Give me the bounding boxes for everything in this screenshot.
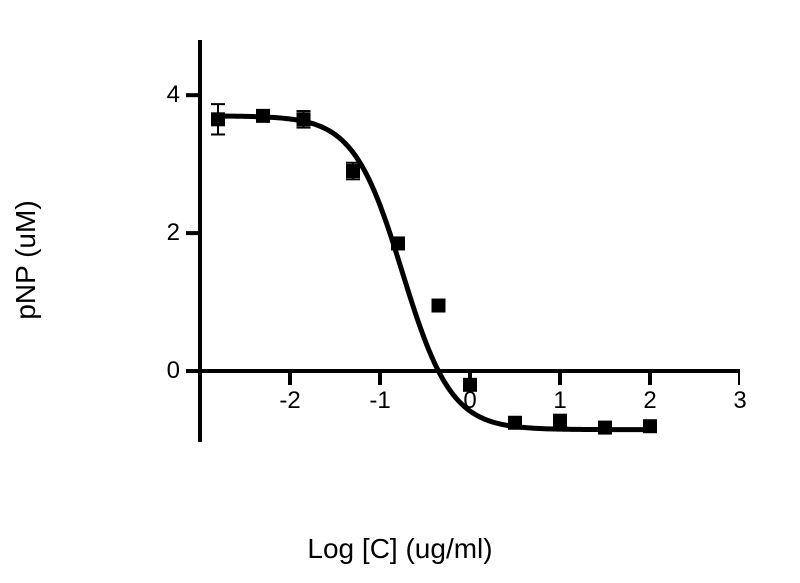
y-tick-label: 2 (167, 219, 180, 247)
x-tick-label: 1 (553, 387, 566, 415)
x-tick-label: -2 (279, 387, 300, 415)
y-tick-label: 0 (167, 357, 180, 385)
x-tick-label: 2 (643, 387, 656, 415)
y-tick-label: 4 (167, 81, 180, 109)
chart-area (60, 40, 740, 480)
x-tick-label: 0 (463, 387, 476, 415)
x-tick-label: -1 (369, 387, 390, 415)
chart-svg (60, 40, 740, 480)
y-axis-label: pNP (uM) (10, 200, 42, 319)
x-tick-label: 3 (733, 387, 746, 415)
x-axis-label: Log [C] (ug/ml) (307, 533, 492, 565)
